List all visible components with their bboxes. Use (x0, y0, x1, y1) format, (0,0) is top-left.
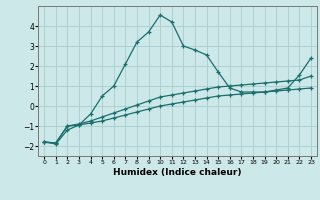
X-axis label: Humidex (Indice chaleur): Humidex (Indice chaleur) (113, 168, 242, 177)
